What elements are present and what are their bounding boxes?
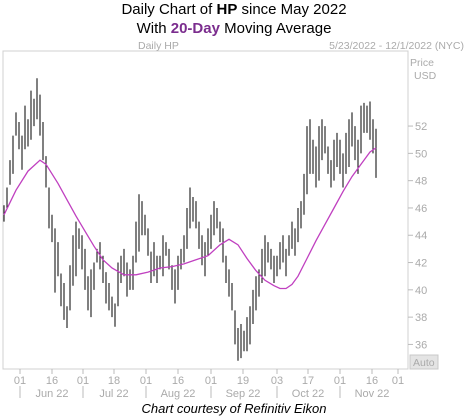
month-label: Jun 22 [35, 388, 68, 400]
y-axis-title-usd: USD [414, 70, 437, 82]
month-label: Sep 22 [226, 388, 261, 400]
plot-area [2, 50, 409, 370]
x-tick-label: 16 [46, 375, 58, 387]
symbol-label: Daily HP [138, 40, 179, 52]
x-tick-label: 16 [172, 375, 184, 387]
x-tick-label: 01 [140, 375, 152, 387]
y-tick-label: 46 [415, 203, 427, 215]
ohlc-bars [3, 78, 377, 361]
title-line-1: Daily Chart of HP since May 2022 [121, 1, 347, 18]
y-tick-label: 48 [415, 176, 427, 188]
x-tick-label: 01 [205, 375, 217, 387]
y-axis: 36 38 40 42 44 46 48 50 52 [408, 121, 427, 351]
ticker-symbol: HP [216, 1, 238, 18]
x-tick-label: 01 [14, 375, 26, 387]
y-tick-label: 44 [415, 230, 427, 242]
moving-average-line [3, 147, 377, 290]
x-axis: 01 16 01 18 01 16 01 19 03 17 01 16 01 Jun 22 Jul 22 Au… [14, 369, 404, 400]
y-tick-label: 38 [415, 312, 427, 324]
moving-average-period: 20-Day [170, 20, 220, 37]
auto-scale-box[interactable] [409, 354, 439, 370]
month-label: Aug 22 [161, 388, 196, 400]
month-label: Jul 22 [99, 388, 128, 400]
y-axis-title-price: Price [410, 57, 434, 69]
y-tick-label: 40 [415, 285, 427, 297]
y-tick-label: 52 [415, 121, 427, 133]
month-label: Oct 22 [292, 388, 324, 400]
month-label: Nov 22 [355, 388, 390, 400]
x-tick-label: 19 [237, 375, 249, 387]
chart-credit: Chart courtesy of Refinitiv Eikon [141, 401, 327, 416]
x-tick-label: 18 [108, 375, 120, 387]
x-tick-label: 16 [366, 375, 378, 387]
y-tick-label: 42 [415, 258, 427, 270]
x-tick-label: 01 [392, 375, 404, 387]
chart-title: Daily Chart of HP since May 2022 With 20… [0, 0, 468, 38]
title-line-2: With 20-Day Moving Average [136, 20, 332, 37]
date-range-label: 5/23/2022 - 12/1/2022 (NYC) [329, 40, 464, 52]
auto-scale-label[interactable]: Auto [413, 357, 435, 369]
x-tick-label: 01 [334, 375, 346, 387]
x-tick-label: 17 [302, 375, 314, 387]
y-tick-label: 50 [415, 148, 427, 160]
x-tick-label: 01 [77, 375, 89, 387]
x-tick-label: 03 [271, 375, 283, 387]
y-tick-label: 36 [415, 339, 427, 351]
